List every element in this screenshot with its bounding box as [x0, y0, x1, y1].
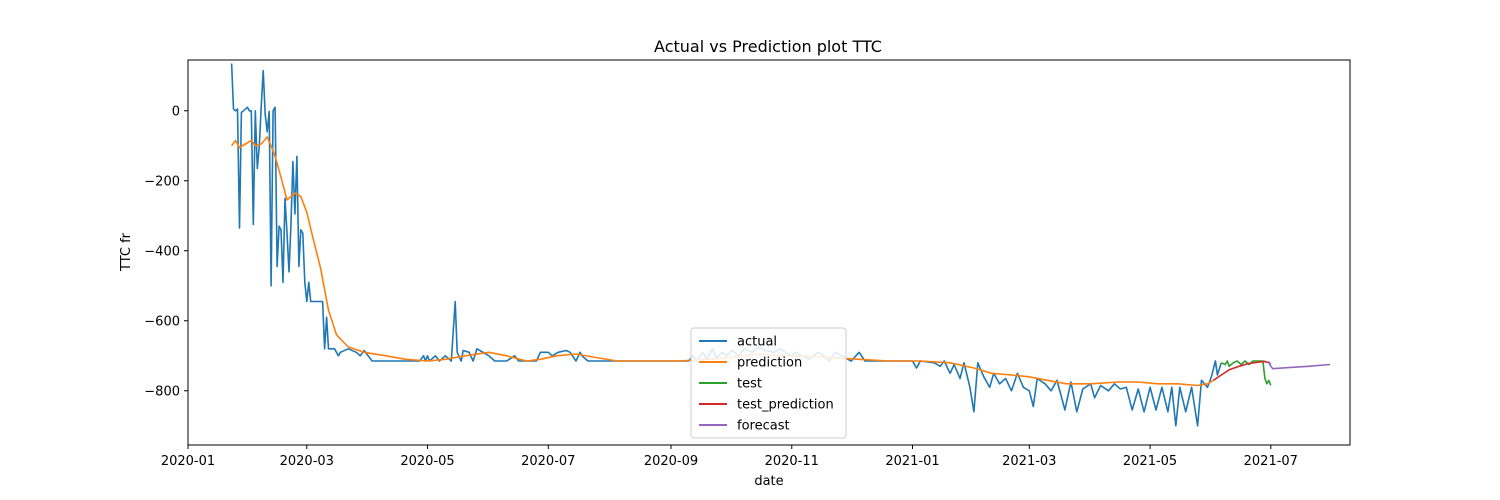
plot-area: [230, 63, 1331, 427]
x-tick-label: 2020-09: [644, 454, 698, 469]
series-line-prediction: [230, 136, 1214, 387]
x-tick-label: 2021-01: [885, 454, 939, 469]
x-tick-label: 2021-07: [1244, 454, 1298, 469]
y-axis: 0 −200 −400 −600 −800: [144, 104, 188, 399]
x-tick-label: 2021-03: [1002, 454, 1056, 469]
legend-label-prediction: prediction: [737, 356, 802, 371]
y-tick-label: −600: [144, 314, 180, 329]
x-tick-label: 2020-01: [161, 454, 215, 469]
x-tick-label: 2021-05: [1123, 454, 1177, 469]
x-axis-label: date: [754, 474, 783, 489]
plot-frame: [187, 59, 1351, 446]
y-tick-label: 0: [172, 104, 180, 119]
x-tick-label: 2020-05: [400, 454, 454, 469]
legend-label-forecast: forecast: [737, 419, 790, 434]
series-line-forecast: [1268, 361, 1331, 370]
x-tick-label: 2020-03: [280, 454, 334, 469]
legend-label-test-prediction: test_prediction: [737, 398, 834, 413]
x-axis: 2020-01 2020-03 2020-05 2020-07 2020-09 2020-…: [161, 445, 1298, 469]
y-tick-label: −400: [144, 244, 180, 259]
y-tick-label: −800: [144, 384, 180, 399]
chart-title: Actual vs Prediction plot TTC: [654, 37, 882, 56]
series-line-test: [1220, 360, 1272, 386]
series-line-test-prediction: [1212, 360, 1272, 381]
legend-label-test: test: [737, 377, 762, 392]
x-tick-label: 2020-07: [521, 454, 575, 469]
x-tick-label: 2020-11: [765, 454, 819, 469]
y-axis-label: TTC fr: [119, 232, 134, 272]
legend-box: [690, 327, 847, 439]
y-tick-label: −200: [144, 174, 180, 189]
legend: actual prediction test test_predictionforec…: [690, 327, 847, 439]
legend-label-actual: actual: [737, 335, 777, 350]
